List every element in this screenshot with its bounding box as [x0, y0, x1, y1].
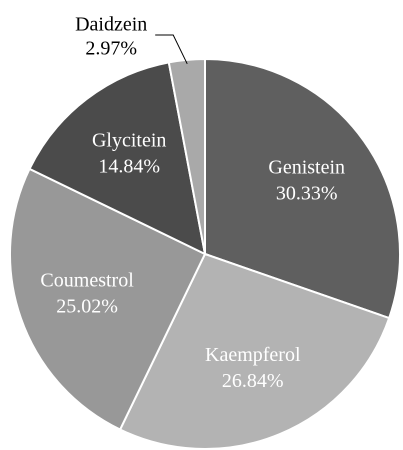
leader-line: [155, 34, 188, 65]
slice-label: Kaempferol: [205, 344, 301, 366]
pie-slice: [204, 57, 401, 320]
pie-slice: [28, 61, 207, 256]
slice-value-label: 26.84%: [222, 370, 284, 392]
slice-value-label: 25.02%: [56, 296, 118, 318]
slice-label: Daidzein: [75, 14, 147, 36]
pie-slice: [118, 252, 391, 450]
slice-label: Genistein: [268, 156, 345, 178]
slice-value-label: 2.97%: [85, 38, 137, 60]
pie-slice: [167, 57, 206, 255]
slice-value-label: 14.84%: [98, 155, 160, 177]
slice-label: Coumestrol: [40, 270, 134, 292]
pie-slice: [9, 167, 207, 431]
slice-label: Glycitein: [92, 129, 166, 151]
slice-value-label: 30.33%: [276, 182, 338, 204]
